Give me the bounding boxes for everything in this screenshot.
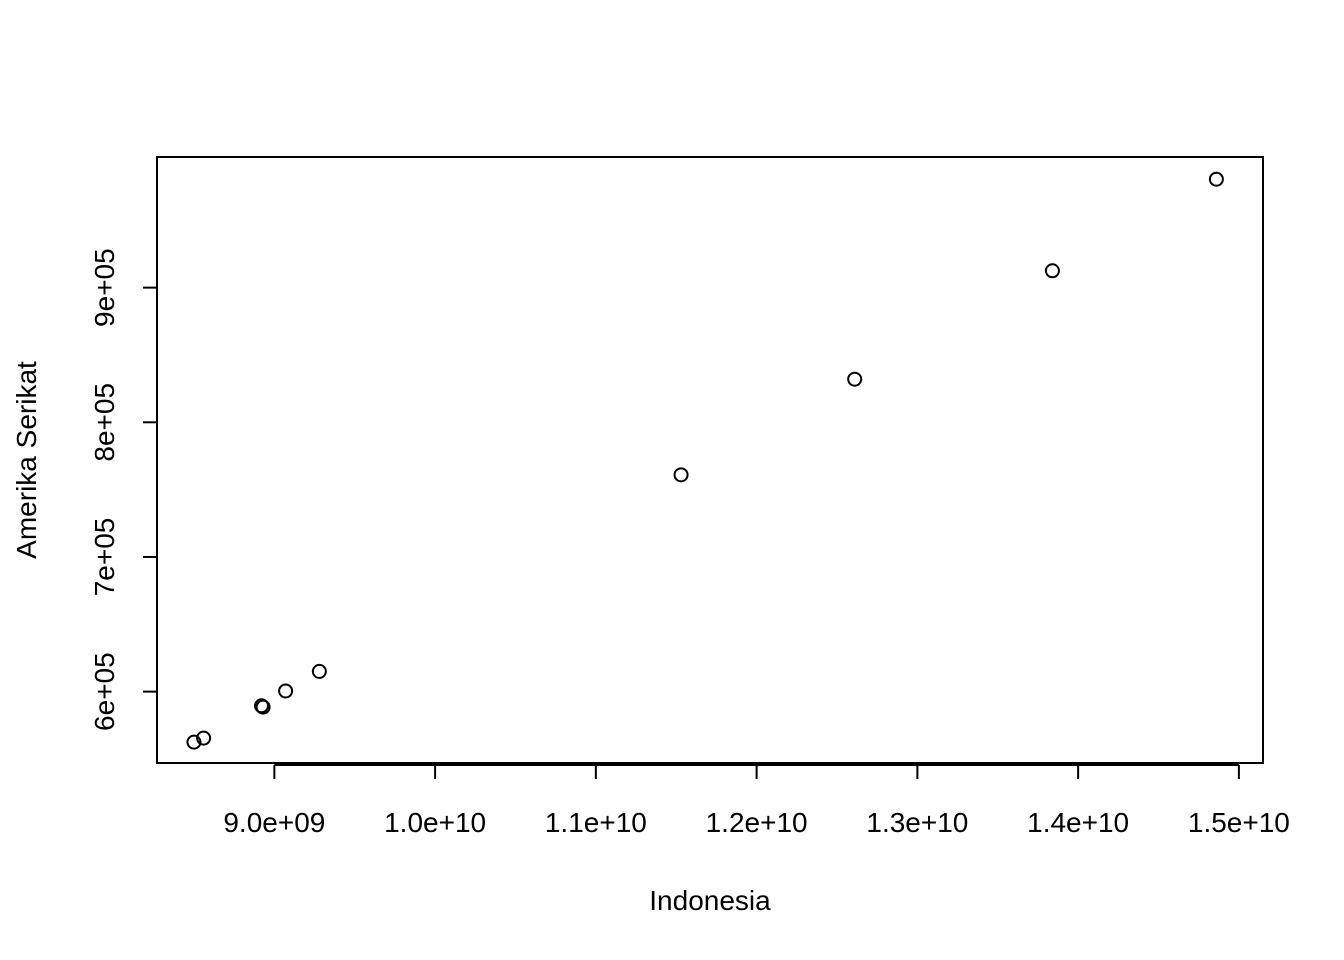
data-point — [278, 683, 294, 699]
x-axis-title: Indonesia — [649, 885, 771, 916]
plot-frame — [156, 156, 1264, 764]
data-point — [1044, 263, 1060, 279]
data-point — [253, 698, 269, 714]
x-tick-label: 1.5e+10 — [1188, 807, 1290, 838]
x-tick-label: 1.2e+10 — [706, 807, 808, 838]
data-point — [311, 663, 327, 679]
data-points — [186, 171, 1224, 750]
y-axis: 6e+05 7e+05 8e+05 9e+05 — [89, 248, 158, 731]
x-tick-label: 1.4e+10 — [1027, 807, 1129, 838]
y-tick-label: 7e+05 — [89, 518, 120, 597]
data-point — [196, 730, 212, 746]
y-tick-label: 8e+05 — [89, 383, 120, 462]
x-axis: 9.0e+09 1.0e+10 1.1e+10 1.2e+10 1.3e+10 1.4e+… — [223, 764, 1290, 838]
x-tick-label: 1.3e+10 — [866, 807, 968, 838]
data-point — [255, 699, 271, 715]
data-point — [673, 467, 689, 483]
y-tick-label: 9e+05 — [89, 248, 120, 327]
data-point — [847, 371, 863, 387]
y-tick-label: 6e+05 — [89, 652, 120, 731]
x-tick-label: 9.0e+09 — [223, 807, 325, 838]
x-tick-label: 1.1e+10 — [545, 807, 647, 838]
y-axis-title: Amerika Serikat — [11, 361, 42, 559]
data-point — [1208, 171, 1224, 187]
data-point — [186, 734, 202, 750]
x-tick-label: 1.0e+10 — [384, 807, 486, 838]
